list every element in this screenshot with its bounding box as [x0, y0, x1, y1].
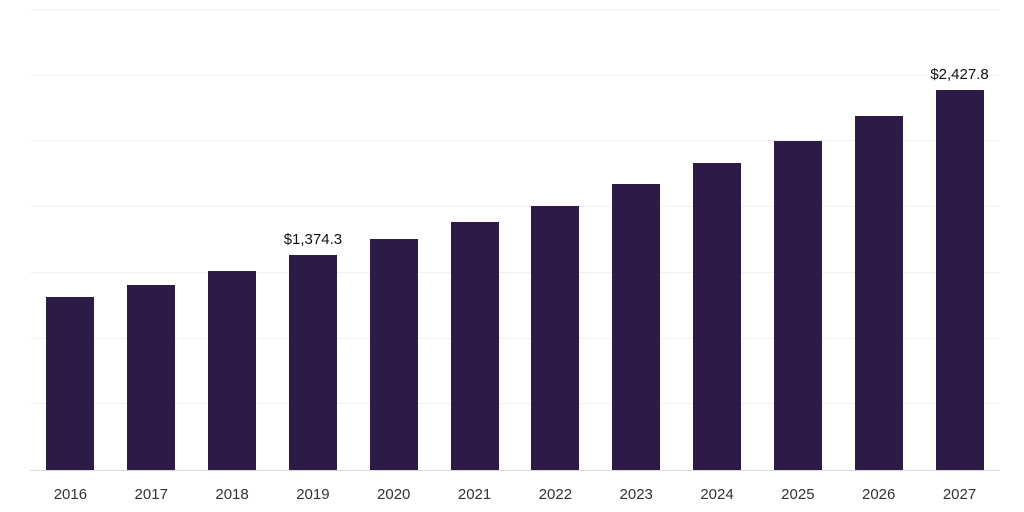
- x-axis-label-2019: 2019: [296, 486, 330, 503]
- bar-value-label-2019: $1,374.3: [283, 230, 343, 248]
- x-axis-label-2022: 2022: [538, 486, 573, 503]
- x-axis-label-2027: 2027: [942, 486, 977, 503]
- gridline: [30, 140, 1000, 142]
- x-axis-label-2023: 2023: [619, 486, 653, 503]
- gridline: [30, 403, 1000, 405]
- bar-2016: [46, 297, 95, 470]
- bar-slot-2016: [30, 10, 111, 470]
- gridline: [30, 74, 1000, 76]
- x-axis-label-2018: 2018: [215, 486, 249, 503]
- bar-2019: [288, 254, 337, 470]
- bar-2020: [369, 239, 418, 470]
- x-axis-label-2025: 2025: [781, 486, 815, 503]
- x-axis-label-2026: 2026: [862, 486, 896, 503]
- x-axis: 2016 2017 2018 2019 2020 2021 2022 2023 2024 2025…: [30, 471, 1000, 503]
- bar-slot-2023: [596, 10, 677, 470]
- bar-2026: [854, 116, 903, 470]
- gridline: [30, 337, 1000, 339]
- x-axis-label-2016: 2016: [53, 486, 88, 503]
- gridline: [30, 9, 1000, 10]
- gridline: [30, 271, 1000, 273]
- x-axis-label-2021: 2021: [457, 486, 492, 503]
- bar-slot-2024: [677, 10, 758, 470]
- bar-slot-2020: [353, 10, 434, 470]
- bar-2017: [127, 284, 176, 470]
- x-axis-label-2017: 2017: [134, 486, 168, 503]
- plot-area: $1,374.3 $2,427.8: [30, 9, 1000, 471]
- bar-2027: [935, 90, 984, 470]
- bar-value-label-2027: $2,427.8: [930, 66, 989, 84]
- bar-2024: [693, 163, 742, 470]
- x-axis-label-2020: 2020: [377, 486, 411, 503]
- bar-2025: [773, 141, 822, 470]
- bar-slot-2019: $1,374.3: [272, 10, 353, 470]
- bar-slot-2027: $2,427.8: [919, 10, 1000, 470]
- bar-slot-2026: [838, 10, 919, 470]
- bar-slot-2021: [434, 10, 515, 470]
- bar-2018: [208, 270, 257, 470]
- bar-2023: [612, 184, 661, 470]
- bar-slot-2025: [757, 10, 838, 470]
- bar-slot-2018: [192, 10, 273, 470]
- gridline: [30, 206, 1000, 208]
- x-axis-label-2024: 2024: [700, 486, 734, 503]
- bar-slot-2017: [111, 10, 192, 470]
- bar-2021: [450, 222, 499, 470]
- bar-chart: $1,374.3 $2,427.8 2016 2017 2018 2019 2020 202…: [0, 9, 1024, 512]
- bar-slot-2022: [515, 10, 596, 470]
- bar-2022: [531, 205, 580, 470]
